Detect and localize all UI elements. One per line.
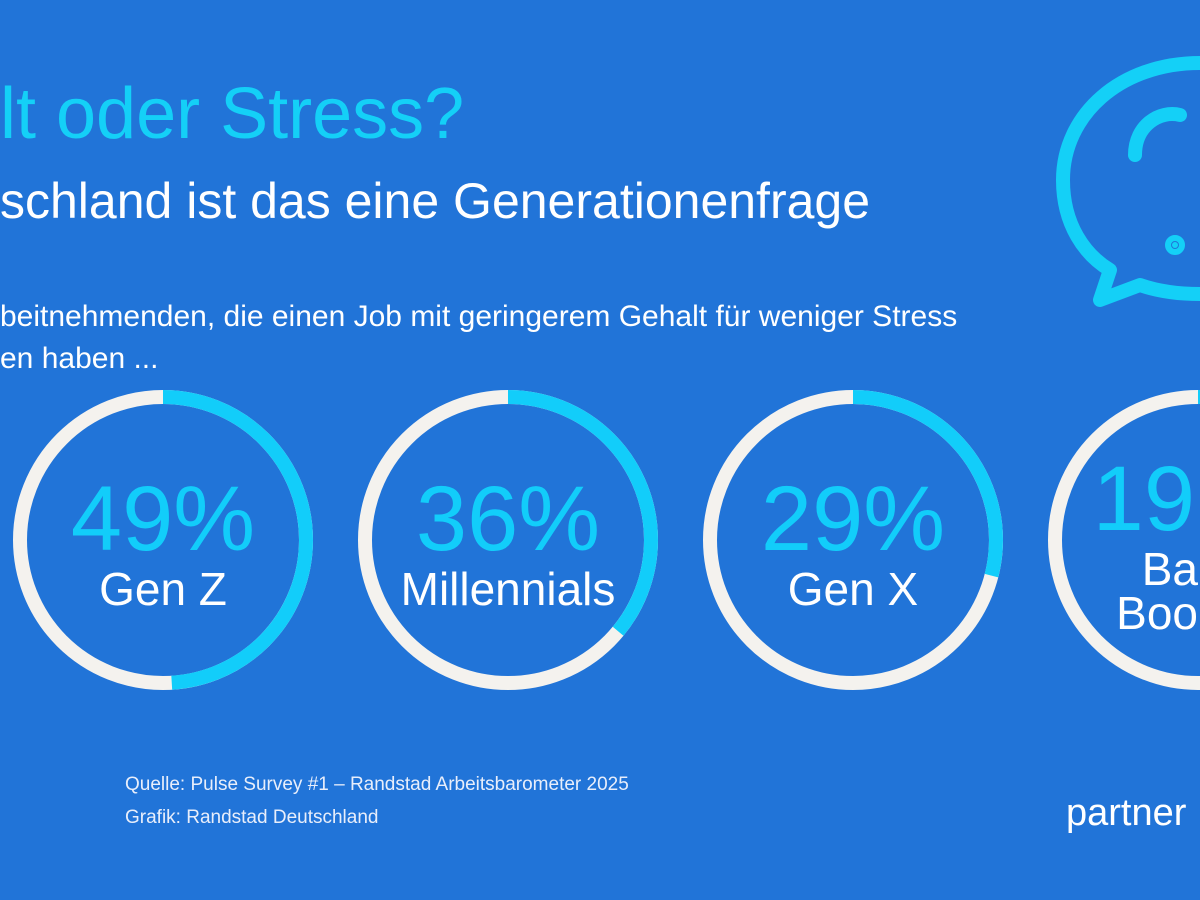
donut-arc: [358, 390, 658, 690]
brand: partner: [1066, 792, 1187, 834]
category-label: Ba: [1142, 543, 1199, 595]
value-label: 29%: [761, 468, 945, 570]
donut-arc: [13, 390, 313, 690]
category-label: Gen Z: [99, 563, 227, 615]
subtitle: schland ist das eine Generationenfrage: [0, 173, 870, 229]
category-label: Gen X: [788, 563, 918, 615]
category-label: Millennials: [401, 563, 616, 615]
title: lt oder Stress?: [0, 74, 464, 154]
description-line: en haben ...: [0, 342, 158, 375]
value-label: 49%: [71, 468, 255, 570]
source-line: Grafik: Randstad Deutschland: [125, 807, 378, 828]
donut-arc: [703, 390, 1003, 690]
description-line: beitnehmenden, die einen Job mit geringe…: [0, 300, 957, 333]
category-label: Boo: [1116, 587, 1198, 639]
question-icon: [1056, 56, 1200, 307]
value-label: 36%: [416, 468, 600, 570]
donut-arc: [1048, 390, 1200, 690]
source-line: Quelle: Pulse Survey #1 – Randstad Arbei…: [125, 774, 629, 795]
value-label: 19: [1093, 448, 1195, 550]
